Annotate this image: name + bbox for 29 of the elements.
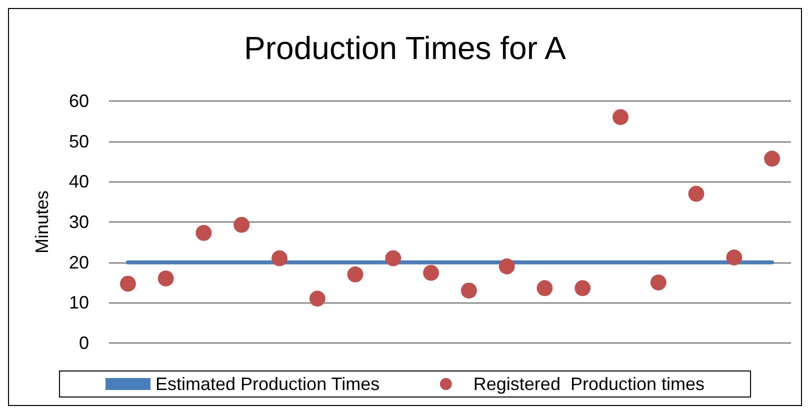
point: [347, 266, 364, 282]
point: [423, 264, 440, 281]
point: [536, 280, 553, 296]
point: [574, 280, 591, 296]
point: [460, 282, 477, 299]
point: [650, 274, 666, 290]
point: [309, 290, 326, 307]
y-axis-title: Minutes: [32, 190, 52, 254]
point: [120, 276, 136, 292]
point: [272, 250, 288, 266]
y-tick-label: 10: [68, 292, 89, 313]
legend-label: Registered Production times: [473, 374, 705, 394]
legend-label: Estimated Production Times: [155, 374, 380, 394]
point: [764, 150, 780, 167]
point: [726, 249, 742, 266]
y-tick-label: 50: [68, 131, 89, 152]
point: [498, 258, 515, 274]
point: [196, 224, 212, 241]
chart-title: Production Times for A: [244, 30, 567, 66]
y-tick-label: 40: [68, 172, 89, 192]
y-tick-label: 0: [78, 333, 89, 353]
point: [688, 186, 704, 202]
y-tick-label: 60: [68, 91, 89, 111]
point: [158, 270, 174, 286]
point: [385, 250, 402, 266]
point: [612, 109, 628, 126]
y-tick-label: 30: [68, 212, 89, 232]
point: [234, 216, 250, 233]
y-tick-label: 20: [68, 252, 89, 272]
